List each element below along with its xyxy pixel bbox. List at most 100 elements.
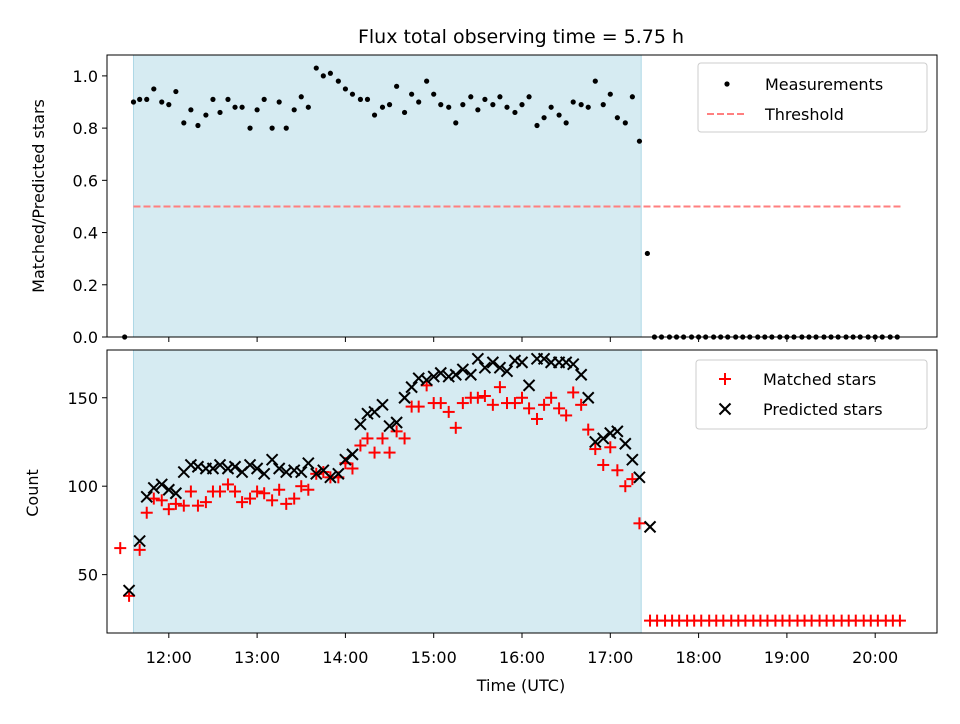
predicted-star-point (155, 478, 168, 491)
predicted-star-point (500, 365, 514, 378)
matched-star-point (368, 446, 381, 459)
predicted-star-point (221, 462, 235, 475)
matched-star-point (456, 397, 469, 410)
bottom-y-tick-label: 150 (67, 389, 98, 408)
measurement-point (305, 104, 311, 110)
predicted-star-point (478, 361, 492, 374)
measurement-point (144, 96, 150, 102)
measurement-point (173, 88, 179, 95)
predicted-star-point (383, 419, 396, 433)
measurement-point (130, 99, 137, 105)
measurement-point (181, 120, 187, 126)
measurement-point (151, 86, 157, 92)
measurement-point (364, 96, 371, 102)
measurement-point (585, 104, 591, 110)
predicted-star-point (464, 368, 477, 381)
measurement-point (607, 91, 613, 97)
legend-matched-label: Matched stars (763, 370, 876, 389)
matched-star-point (346, 462, 359, 475)
bottom-x-tick-label: 14:00 (322, 648, 368, 667)
predicted-star-point (604, 426, 617, 440)
predicted-star-point (243, 458, 257, 472)
top-y-tick-label: 0.4 (73, 224, 98, 243)
measurement-point (276, 99, 282, 105)
measurement-point (409, 91, 415, 97)
predicted-star-point (213, 458, 227, 472)
matched-star-point (611, 464, 624, 477)
measurement-point (342, 86, 349, 92)
bottom-x-tick-label: 17:00 (587, 648, 633, 667)
measurement-point (526, 94, 532, 100)
matched-star-point (486, 398, 499, 411)
measurement-point (298, 94, 304, 100)
predicted-star-point (398, 391, 411, 404)
predicted-star-point (332, 467, 345, 481)
predicted-star-point (449, 368, 462, 381)
measurement-point (225, 96, 231, 102)
predicted-star-point (427, 370, 440, 383)
predicted-star-point (589, 435, 602, 449)
matched-star-point (383, 446, 396, 459)
bottom-legend: Matched stars Predicted stars (695, 359, 928, 430)
top-legend: Measurements Threshold (697, 62, 928, 133)
measurement-point (137, 96, 143, 102)
matched-star-point (553, 402, 566, 415)
predicted-star-point (354, 418, 367, 431)
matched-star-point (582, 423, 595, 436)
matched-star-point (493, 381, 506, 394)
predicted-star-point (456, 363, 470, 376)
matched-star-point (229, 485, 242, 498)
measurement-point (460, 102, 466, 108)
measurement-point (261, 96, 267, 102)
top-observing-span (132, 54, 642, 338)
matched-star-point (273, 483, 286, 496)
measurement-point (210, 96, 216, 102)
top-y-tick-label: 0.8 (73, 119, 98, 138)
bottom-y-tick-label: 100 (67, 477, 98, 496)
measurement-point (438, 102, 444, 108)
predicted-star-point (147, 481, 161, 495)
predicted-star-point (471, 352, 485, 366)
matched-star-point (604, 441, 617, 454)
predicted-star-point (574, 368, 588, 381)
legend-predicted-marker (718, 402, 732, 416)
predicted-star-point (184, 458, 198, 472)
matched-star-point (155, 494, 168, 507)
bottom-y-ticks: 50 100 150 (67, 389, 107, 585)
predicted-star-point (169, 487, 183, 500)
measurement-point (504, 104, 510, 110)
predicted-star-point (324, 471, 337, 484)
matched-star-point (449, 421, 462, 434)
matched-star-point (523, 402, 536, 415)
top-y-tick-label: 0.6 (73, 171, 98, 190)
measurement-point (269, 125, 275, 131)
predicted-star-point (250, 462, 264, 475)
predicted-star-point (339, 453, 352, 466)
measurement-point (453, 120, 459, 126)
predicted-star-point (346, 448, 359, 461)
bottom-y-label: Count (23, 469, 42, 517)
legend-plus-symbol (719, 373, 731, 385)
x-axis-label: Time (UTC) (476, 676, 565, 695)
predicted-star-point (582, 391, 595, 404)
bottom-x-ticks: 12:00 13:00 14:00 15:00 16:00 17:00 18:00 19:00… (146, 633, 898, 667)
predicted-star-point (302, 456, 315, 470)
matched-star-point (221, 478, 234, 491)
bottom-x-tick-label: 16:00 (499, 648, 545, 667)
measurement-point (636, 138, 643, 144)
matched-star-point (199, 496, 212, 509)
top-y-tick-label: 1.0 (73, 67, 98, 86)
matched-star-point (354, 439, 367, 452)
measurement-point (592, 78, 598, 84)
matched-star-point (244, 492, 257, 505)
matched-stars-points (114, 379, 906, 627)
bottom-x-tick-label: 18:00 (676, 648, 722, 667)
matched-star-point (114, 542, 127, 555)
measurement-point (548, 104, 554, 110)
top-y-tick-label: 0.0 (73, 328, 98, 347)
predicted-star-point (597, 432, 610, 445)
predicted-star-point (310, 467, 323, 481)
measurement-point (556, 112, 562, 118)
bottom-legend-box (695, 359, 928, 430)
